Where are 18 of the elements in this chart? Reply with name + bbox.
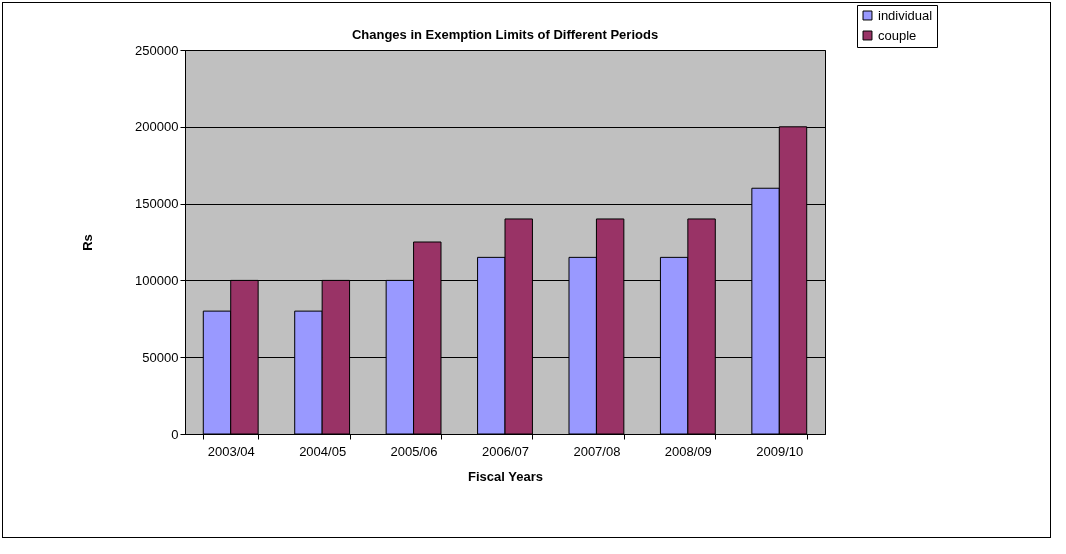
y-tick-label: 0 (171, 426, 179, 442)
y-tick-label: 250000 (135, 42, 179, 58)
x-tick-label: 2004/05 (299, 443, 347, 459)
x-tick-label: 2003/04 (207, 443, 255, 459)
y-tick-label: 200000 (135, 119, 179, 135)
y-tick-label: 150000 (135, 196, 179, 212)
y-tick-label: 100000 (135, 272, 179, 288)
legend-label: individual (878, 7, 933, 23)
x-tick-label: 2006/07 (482, 443, 529, 459)
x-tick-label: 2007/08 (573, 443, 621, 459)
x-tick-label: 2009/10 (756, 443, 804, 459)
x-tick-label: 2005/06 (390, 443, 438, 459)
y-tick-label: 50000 (142, 349, 179, 365)
y-axis-title: Rs (80, 234, 96, 251)
x-axis-title: Fiscal Years (468, 468, 543, 484)
chart-title: Changes in Exemption Limits of Different Periods (351, 26, 659, 42)
legend-label: couple (878, 27, 917, 43)
x-tick-label: 2008/09 (664, 443, 712, 459)
